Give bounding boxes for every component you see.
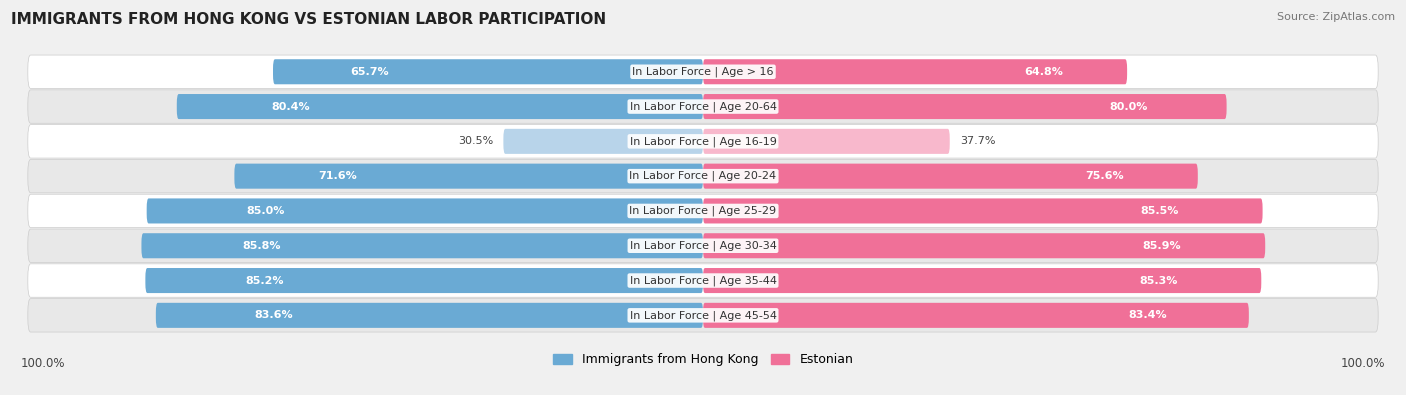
- Text: 75.6%: 75.6%: [1085, 171, 1123, 181]
- FancyBboxPatch shape: [28, 125, 1378, 158]
- Text: In Labor Force | Age 30-34: In Labor Force | Age 30-34: [630, 241, 776, 251]
- FancyBboxPatch shape: [142, 233, 703, 258]
- Text: 85.3%: 85.3%: [1139, 276, 1178, 286]
- Text: 85.9%: 85.9%: [1142, 241, 1181, 251]
- Text: 65.7%: 65.7%: [350, 67, 389, 77]
- FancyBboxPatch shape: [703, 129, 949, 154]
- Text: 85.5%: 85.5%: [1140, 206, 1178, 216]
- Text: 64.8%: 64.8%: [1025, 67, 1063, 77]
- Text: In Labor Force | Age 35-44: In Labor Force | Age 35-44: [630, 275, 776, 286]
- Text: 85.0%: 85.0%: [247, 206, 285, 216]
- Text: 100.0%: 100.0%: [1340, 357, 1385, 370]
- FancyBboxPatch shape: [703, 233, 1265, 258]
- Text: 83.6%: 83.6%: [254, 310, 292, 320]
- FancyBboxPatch shape: [28, 299, 1378, 332]
- Text: In Labor Force | Age 25-29: In Labor Force | Age 25-29: [630, 206, 776, 216]
- Text: 85.8%: 85.8%: [242, 241, 281, 251]
- Text: 80.0%: 80.0%: [1109, 102, 1149, 111]
- Text: 83.4%: 83.4%: [1129, 310, 1167, 320]
- FancyBboxPatch shape: [146, 198, 703, 224]
- FancyBboxPatch shape: [503, 129, 703, 154]
- Text: 30.5%: 30.5%: [458, 136, 494, 147]
- FancyBboxPatch shape: [703, 94, 1226, 119]
- FancyBboxPatch shape: [28, 90, 1378, 123]
- Text: 85.2%: 85.2%: [246, 276, 284, 286]
- FancyBboxPatch shape: [28, 264, 1378, 297]
- Text: Source: ZipAtlas.com: Source: ZipAtlas.com: [1277, 12, 1395, 22]
- FancyBboxPatch shape: [156, 303, 703, 328]
- FancyBboxPatch shape: [703, 303, 1249, 328]
- FancyBboxPatch shape: [28, 160, 1378, 193]
- FancyBboxPatch shape: [703, 268, 1261, 293]
- Text: IMMIGRANTS FROM HONG KONG VS ESTONIAN LABOR PARTICIPATION: IMMIGRANTS FROM HONG KONG VS ESTONIAN LA…: [11, 12, 606, 27]
- Text: 37.7%: 37.7%: [960, 136, 995, 147]
- Legend: Immigrants from Hong Kong, Estonian: Immigrants from Hong Kong, Estonian: [548, 348, 858, 371]
- FancyBboxPatch shape: [703, 164, 1198, 189]
- Text: In Labor Force | Age 20-24: In Labor Force | Age 20-24: [630, 171, 776, 181]
- FancyBboxPatch shape: [235, 164, 703, 189]
- Text: 71.6%: 71.6%: [319, 171, 357, 181]
- FancyBboxPatch shape: [273, 59, 703, 84]
- Text: 80.4%: 80.4%: [271, 102, 311, 111]
- Text: In Labor Force | Age 45-54: In Labor Force | Age 45-54: [630, 310, 776, 321]
- FancyBboxPatch shape: [28, 229, 1378, 262]
- FancyBboxPatch shape: [28, 194, 1378, 228]
- Text: In Labor Force | Age 20-64: In Labor Force | Age 20-64: [630, 101, 776, 112]
- Text: In Labor Force | Age 16-19: In Labor Force | Age 16-19: [630, 136, 776, 147]
- FancyBboxPatch shape: [703, 198, 1263, 224]
- FancyBboxPatch shape: [177, 94, 703, 119]
- FancyBboxPatch shape: [145, 268, 703, 293]
- Text: In Labor Force | Age > 16: In Labor Force | Age > 16: [633, 66, 773, 77]
- FancyBboxPatch shape: [28, 55, 1378, 88]
- FancyBboxPatch shape: [703, 59, 1128, 84]
- Text: 100.0%: 100.0%: [21, 357, 66, 370]
